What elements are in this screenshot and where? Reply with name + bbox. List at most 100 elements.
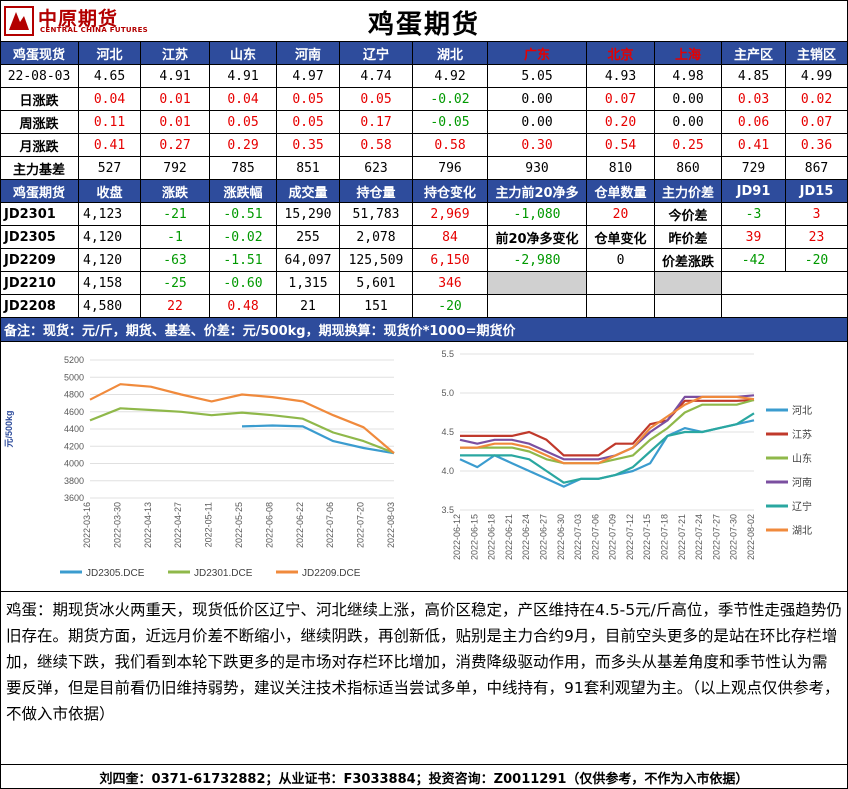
x-tick-label: 2022-06-30 bbox=[556, 514, 566, 560]
legend-label: 湖北 bbox=[792, 525, 812, 537]
region-header: 主产区 bbox=[722, 42, 786, 65]
spot-price: 4.65 bbox=[79, 65, 141, 88]
futures-header: 持仓量 bbox=[340, 180, 413, 203]
pct-change: -0.60 bbox=[210, 272, 277, 295]
pct-change: -0.51 bbox=[210, 203, 277, 226]
x-tick-label: 2022-07-12 bbox=[625, 514, 635, 560]
spread-label: 昨价差 bbox=[655, 226, 722, 249]
spread-label: 价差涨跌 bbox=[655, 249, 722, 272]
y-tick-label: 5200 bbox=[64, 355, 84, 365]
volume: 21 bbox=[277, 295, 340, 318]
empty-cell bbox=[488, 272, 587, 295]
region-header: 江苏 bbox=[141, 42, 210, 65]
spot-price: 4.85 bbox=[722, 65, 786, 88]
jd91-value: -42 bbox=[722, 249, 786, 272]
region-header: 山东 bbox=[210, 42, 277, 65]
change-label: 周涨跌 bbox=[0, 111, 79, 134]
analyst-footer: 刘四奎：0371-61732882；从业证书：F3033884；投资咨询：Z00… bbox=[99, 771, 749, 787]
pct-change: 0.48 bbox=[210, 295, 277, 318]
volume: 64,097 bbox=[277, 249, 340, 272]
change-value: -0.02 bbox=[413, 88, 488, 111]
change-value: 0.25 bbox=[655, 134, 722, 157]
change-value: 0.29 bbox=[210, 134, 277, 157]
region-header: 上海 bbox=[655, 42, 722, 65]
report-header: 中原期货 CENTRAL CHINA FUTURES 鸡蛋期货 bbox=[0, 0, 848, 42]
series-line-2 bbox=[460, 398, 755, 465]
empty-cell bbox=[587, 295, 655, 318]
open-interest: 151 bbox=[340, 295, 413, 318]
region-header: 广东 bbox=[488, 42, 587, 65]
x-tick-label: 2022-06-18 bbox=[487, 514, 497, 560]
y-tick-label: 4200 bbox=[64, 441, 84, 451]
futures-header: 涨跌幅 bbox=[210, 180, 277, 203]
x-tick-label: 2022-07-15 bbox=[642, 514, 652, 560]
change-value: 0.30 bbox=[488, 134, 587, 157]
legend-label: 山东 bbox=[792, 452, 812, 465]
price-change: 22 bbox=[141, 295, 210, 318]
close-price: 4,120 bbox=[79, 249, 141, 272]
net-long-change-label: 前20净多变化 bbox=[488, 226, 587, 249]
change-value: 0.00 bbox=[488, 111, 587, 134]
market-analysis: 鸡蛋：期现货冰火两重天，现货低价区辽宁、河北继续上涨，高价区稳定，产区维持在4.… bbox=[0, 593, 848, 765]
empty-cell bbox=[655, 272, 722, 295]
basis-value: 851 bbox=[277, 157, 340, 180]
pct-change: -0.02 bbox=[210, 226, 277, 249]
legend-label: 辽宁 bbox=[792, 500, 812, 513]
spot-price: 4.93 bbox=[587, 65, 655, 88]
futures-header: 成交量 bbox=[277, 180, 340, 203]
futures-price-chart: 3600 3800 4000 4200 4400 4600 4800 5000 5200 2022… bbox=[4, 355, 396, 579]
contract-code: JD2208 bbox=[0, 295, 79, 318]
change-label: 日涨跌 bbox=[0, 88, 79, 111]
change-value: 0.27 bbox=[141, 134, 210, 157]
basis-value: 623 bbox=[340, 157, 413, 180]
basis-value: 785 bbox=[210, 157, 277, 180]
y-tick-label: 4400 bbox=[64, 424, 84, 434]
brand-name-cn: 中原期货 bbox=[38, 8, 119, 30]
legend-label: JD2305.DCE bbox=[86, 568, 145, 579]
price-change: -63 bbox=[141, 249, 210, 272]
legend-label: JD2301.DCE bbox=[194, 568, 253, 579]
change-value: 0.05 bbox=[277, 111, 340, 134]
change-value: 0.11 bbox=[79, 111, 141, 134]
change-value: 0.05 bbox=[210, 111, 277, 134]
series-line-5 bbox=[460, 395, 755, 465]
x-tick-label: 2022-06-27 bbox=[538, 514, 548, 560]
empty-cell bbox=[488, 295, 587, 318]
pct-change: -1.51 bbox=[210, 249, 277, 272]
contract-code: JD2305 bbox=[0, 226, 79, 249]
oi-change: 2,969 bbox=[413, 203, 488, 226]
basis-value: 930 bbox=[488, 157, 587, 180]
contract-code: JD2210 bbox=[0, 272, 79, 295]
brand-logo: 中原期货 CENTRAL CHINA FUTURES bbox=[4, 4, 164, 38]
change-value: 0.00 bbox=[655, 111, 722, 134]
charts-area: 3600 3800 4000 4200 4400 4600 4800 5000 5200 2022… bbox=[0, 342, 848, 592]
basis-value: 810 bbox=[587, 157, 655, 180]
basis-value: 729 bbox=[722, 157, 786, 180]
x-tick-label: 2022-03-16 bbox=[82, 502, 92, 548]
y-tick-label: 5.5 bbox=[441, 349, 454, 359]
basis-value: 860 bbox=[655, 157, 722, 180]
y-tick-label: 4.5 bbox=[441, 427, 454, 437]
oi-change: -20 bbox=[413, 295, 488, 318]
region-header: 河北 bbox=[79, 42, 141, 65]
change-value: 0.58 bbox=[413, 134, 488, 157]
warrant-change-value: 0 bbox=[587, 249, 655, 272]
brand-name-en: CENTRAL CHINA FUTURES bbox=[40, 26, 149, 34]
change-value: 0.54 bbox=[587, 134, 655, 157]
series-line-2 bbox=[89, 383, 395, 455]
change-value: 0.58 bbox=[340, 134, 413, 157]
close-price: 4,158 bbox=[79, 272, 141, 295]
jd91-value: 39 bbox=[722, 226, 786, 249]
x-tick-label: 2022-07-06 bbox=[590, 514, 600, 560]
jd91-value: -3 bbox=[722, 203, 786, 226]
x-tick-label: 2022-06-15 bbox=[469, 514, 479, 560]
change-value: 0.00 bbox=[488, 88, 587, 111]
series-line-4 bbox=[460, 412, 755, 484]
x-tick-label: 2022-05-25 bbox=[234, 502, 244, 548]
x-tick-label: 2022-06-24 bbox=[521, 514, 531, 560]
x-tick-label: 2022-08-03 bbox=[386, 502, 396, 548]
y-tick-label: 3800 bbox=[64, 476, 84, 486]
price-change: -21 bbox=[141, 203, 210, 226]
y-tick-label: 5.0 bbox=[441, 388, 454, 398]
brand-logo-icon bbox=[4, 6, 34, 36]
